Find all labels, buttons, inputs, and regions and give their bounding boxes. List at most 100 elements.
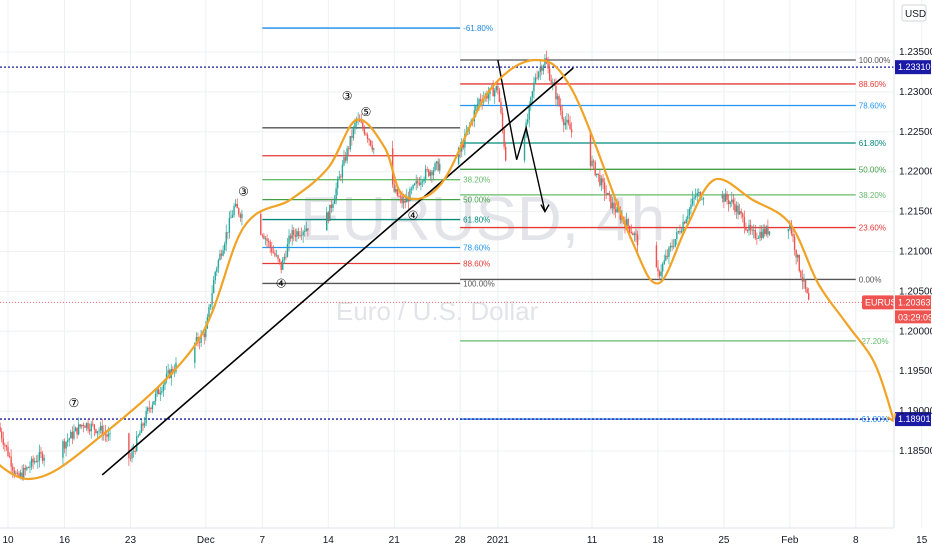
candle-body: [800, 270, 802, 278]
candle-body: [402, 200, 405, 204]
candle-body: [393, 184, 395, 192]
candle-body: [167, 370, 169, 374]
fib-level-label: 61.80%: [463, 216, 490, 225]
candle-body: [8, 455, 11, 457]
candle-body: [410, 188, 413, 190]
candle-body: [24, 467, 26, 470]
candle-body: [332, 203, 334, 209]
candle-body: [68, 438, 70, 441]
price-tick-label: 1.23000: [899, 87, 932, 98]
candle-body: [424, 169, 427, 179]
candle-body: [283, 256, 286, 260]
currency-button[interactable]: USD: [901, 4, 927, 22]
candle-body: [139, 432, 141, 436]
candle-body: [340, 176, 342, 178]
candle-body: [687, 215, 689, 220]
candle-body: [698, 192, 700, 194]
candle-body: [63, 441, 66, 449]
candle-body: [234, 203, 237, 207]
horizontal-level-label: 1.23310: [898, 62, 931, 72]
candle-body: [767, 226, 769, 235]
candle-body: [267, 240, 270, 242]
candle-body: [278, 258, 281, 262]
candle-body: [288, 235, 290, 244]
candle-body: [555, 85, 557, 100]
candle-body: [220, 253, 223, 256]
fib-level-label: 78.60%: [859, 101, 886, 110]
candle-body: [694, 195, 697, 198]
candle-body: [109, 433, 111, 435]
candle-body: [264, 238, 267, 240]
time-tick-label: 2021: [487, 535, 510, 546]
candle-body: [260, 213, 262, 235]
candle-body: [209, 304, 212, 308]
candle-body: [137, 435, 140, 437]
candle-body: [798, 254, 800, 271]
candle-body: [632, 233, 634, 236]
candle-body: [305, 228, 307, 231]
candle-body: [165, 373, 168, 381]
candle-body: [373, 148, 375, 150]
candle-body: [154, 393, 157, 402]
candle-body: [413, 183, 416, 185]
candle-body: [740, 211, 742, 214]
candle-body: [599, 174, 601, 186]
candle-body: [569, 123, 571, 130]
candle-body: [550, 80, 552, 83]
candle-body: [23, 467, 25, 479]
candle-body: [203, 333, 205, 338]
candle-body: [790, 223, 793, 234]
symbol-badge: [862, 295, 894, 310]
candle-body: [129, 458, 132, 459]
candle-body: [147, 407, 149, 412]
candle-body: [437, 161, 439, 171]
candle-body: [804, 279, 807, 289]
fib-retracements[interactable]: 38.20% 50.00% 61.80% 78.60% 88.60% 100.00% 100…: [262, 24, 890, 424]
candle-body: [657, 267, 659, 272]
price-axis[interactable]: 1.23500 1.23000 1.22500 1.22000 1.21500 1.210…: [893, 0, 932, 528]
candle-body: [73, 431, 75, 439]
candle-body: [629, 225, 631, 232]
candle-body: [426, 169, 428, 171]
candle-body: [277, 255, 279, 259]
candle-body: [162, 384, 165, 392]
candle-body: [688, 208, 691, 216]
candle-body: [151, 404, 154, 410]
wave-label: ③: [238, 185, 249, 199]
time-tick-label: 10: [2, 535, 14, 546]
candle-body: [289, 235, 292, 239]
candle-body: [360, 121, 362, 123]
fib-level-label: 61.80%: [859, 139, 886, 148]
candle-body: [29, 466, 31, 468]
watermark-description: Euro / U.S. Dollar: [336, 296, 539, 326]
candle-body: [683, 221, 686, 224]
candle-body: [347, 148, 350, 150]
candle-body: [669, 245, 672, 248]
candle-body: [338, 176, 340, 179]
candle-body: [600, 178, 603, 186]
candle-body: [354, 122, 356, 128]
fib-level-label: 38.20%: [463, 176, 490, 185]
fib-level-label: -61.80%: [463, 24, 493, 33]
candle-body: [26, 467, 28, 470]
time-axis[interactable]: 10 16 23 Dec 7 14 21 28 2021 11 18 25 Feb 8 15: [0, 527, 928, 546]
candle-body: [300, 235, 303, 236]
candle-body: [140, 423, 143, 433]
candle-body: [592, 160, 595, 162]
candle-body: [77, 424, 80, 435]
candle-body: [793, 236, 796, 250]
candle-body: [476, 104, 479, 107]
candle-body: [735, 205, 738, 212]
candle-body: [30, 458, 33, 467]
candle-body: [603, 182, 606, 194]
fib-level-label: 88.60%: [859, 80, 886, 89]
candle-body: [90, 423, 92, 432]
candle-body: [282, 259, 284, 270]
fib-level-label: 78.60%: [463, 244, 490, 253]
time-tick-label: 23: [125, 535, 137, 546]
candle-body: [462, 144, 464, 148]
candle-body: [742, 213, 744, 217]
